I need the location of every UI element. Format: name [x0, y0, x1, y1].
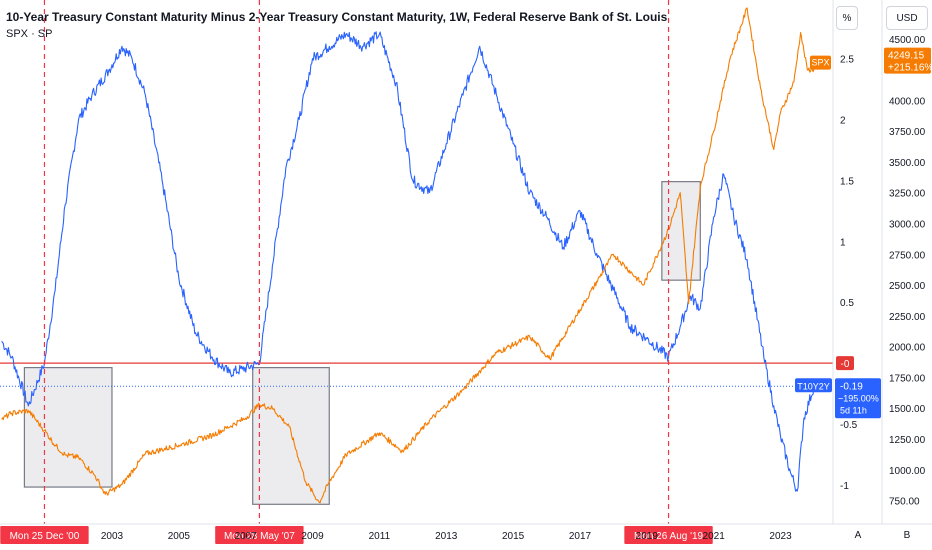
y-right-tick-label-1750.00: 1750.00 [889, 373, 926, 384]
bar-countdown: 5d 11h [840, 405, 867, 415]
y-left-tick-label-2: 2 [840, 115, 846, 126]
y-left-tick-label-2.5: 2.5 [840, 54, 854, 65]
axis-ticks: 2003 2005 2007 2009 2011 2013 2015 2017 2019 2021… [101, 35, 926, 542]
price-badges: SPX 4249.15+215.16% -0 T10Y2Y -0.19−195.00% 5… [795, 47, 932, 419]
percent-scale-button[interactable]: % [836, 6, 858, 30]
x-tick-label-2019: 2019 [636, 531, 659, 542]
t10y2y-series-tag: T10Y2Y [797, 381, 830, 391]
y-right-tick-label-1500.00: 1500.00 [889, 404, 926, 415]
y-right-tick-label-1000.00: 1000.00 [889, 466, 926, 477]
event-date-label-bg-2 [215, 526, 304, 544]
event-date-label-3: Mon 26 Aug '19 [634, 531, 704, 542]
series-lines [0, 7, 833, 504]
y-left-tick-label-1: 1 [840, 237, 846, 248]
zero-tag-bg [836, 356, 854, 371]
auto-scale-button[interactable]: A [854, 529, 862, 541]
t10y2y-value: -0.19 [840, 381, 863, 392]
y-right-tick-label-2250.00: 2250.00 [889, 312, 926, 323]
y-right-tick-label-2500.00: 2500.00 [889, 281, 926, 292]
t10y2y-series-tag-bg [795, 378, 832, 393]
x-tick-label-2023: 2023 [769, 531, 792, 542]
currency-scale-button[interactable]: USD [886, 6, 928, 30]
y-left-tick-label-0.5: 0.5 [840, 298, 854, 309]
event-date-label-bg-3 [624, 526, 713, 544]
x-tick-label-2005: 2005 [168, 531, 191, 542]
y-right-tick-label-3250.00: 3250.00 [889, 189, 926, 200]
highlight-boxes [23, 181, 701, 505]
y-right-tick-label-4500.00: 4500.00 [889, 35, 926, 46]
y-right-tick-label-2000.00: 2000.00 [889, 343, 926, 354]
x-tick-label-2007: 2007 [235, 531, 258, 542]
y-right-tick-label-3500.00: 3500.00 [889, 158, 926, 169]
event-lines: Mon 25 Dec '00 Mon 28 May '07 Mon 26 Aug '… [0, 0, 713, 544]
event-date-label-1: Mon 25 Dec '00 [10, 531, 80, 542]
chart-subtitle: SPX · SP [6, 28, 53, 40]
log-scale-button[interactable]: B [903, 529, 911, 541]
x-tick-label-2015: 2015 [502, 531, 525, 542]
x-tick-label-2009: 2009 [301, 531, 324, 542]
spx-price-change: +215.16% [888, 63, 932, 74]
x-tick-label-2011: 2011 [369, 531, 391, 542]
series-line-t10y2y [1, 31, 815, 492]
y-right-tick-label-750.00: 750.00 [889, 497, 920, 508]
y-right-tick-label-2750.00: 2750.00 [889, 250, 926, 261]
event-date-label-2: Mon 28 May '07 [224, 531, 295, 542]
x-tick-label-2021: 2021 [703, 531, 726, 542]
y-left-tick-label--0.5: -0.5 [840, 420, 858, 431]
chart-title: 10-Year Treasury Constant Maturity Minus… [6, 10, 668, 24]
y-right-tick-label-3750.00: 3750.00 [889, 127, 926, 138]
highlight-box-1 [23, 367, 113, 488]
y-left-tick-label--1: -1 [840, 481, 849, 492]
y-left-tick-label-1.5: 1.5 [840, 176, 854, 187]
highlight-box-2 [252, 367, 330, 505]
zero-tag: -0 [841, 359, 850, 370]
spx-series-tag: SPX [811, 58, 829, 68]
spx-series-tag-bg [810, 55, 831, 70]
spx-price-value: 4249.15 [888, 51, 925, 62]
y-right-tick-label-1250.00: 1250.00 [889, 435, 926, 446]
y-right-tick-label-4000.00: 4000.00 [889, 96, 926, 107]
event-date-label-bg-1 [0, 526, 89, 544]
y-right-tick-label-3000.00: 3000.00 [889, 220, 926, 231]
x-tick-label-2017: 2017 [569, 531, 592, 542]
x-tick-label-2003: 2003 [101, 531, 124, 542]
t10y2y-value-badge-bg [835, 378, 881, 419]
x-tick-label-2013: 2013 [435, 531, 458, 542]
t10y2y-change: −195.00% [838, 393, 879, 403]
series-line-spx [1, 7, 815, 504]
spx-price-badge-bg [884, 47, 931, 74]
